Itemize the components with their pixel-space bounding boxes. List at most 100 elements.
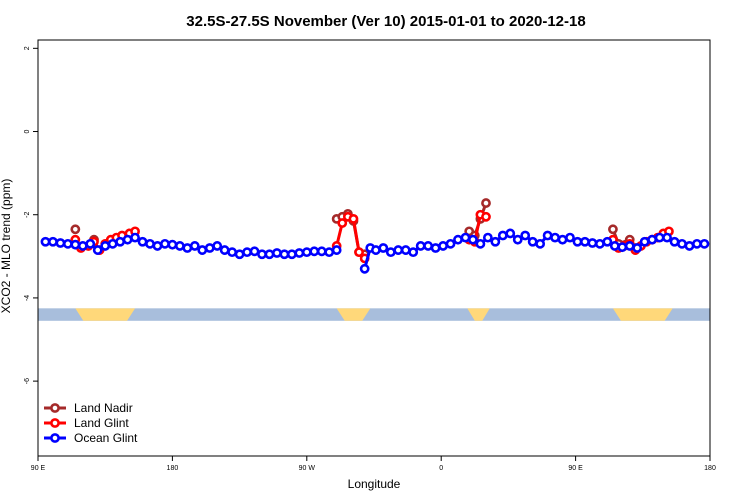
series-ocean-glint bbox=[40, 228, 710, 274]
legend-label: Land Glint bbox=[74, 416, 129, 430]
data-point bbox=[115, 236, 126, 247]
data-point bbox=[62, 238, 73, 249]
data-point bbox=[324, 247, 335, 258]
data-point bbox=[354, 247, 364, 258]
data-point bbox=[331, 245, 342, 255]
data-point bbox=[669, 236, 680, 247]
data-point bbox=[490, 236, 501, 247]
data-point bbox=[609, 241, 620, 251]
data-point bbox=[550, 232, 560, 243]
data-point bbox=[70, 224, 81, 235]
data-point bbox=[677, 238, 687, 249]
data-point bbox=[70, 239, 81, 250]
data-point bbox=[542, 230, 553, 241]
chart-title: 32.5S-27.5S November (Ver 10) 2015-01-01… bbox=[186, 13, 585, 30]
data-point bbox=[602, 236, 613, 247]
legend-item-land-nadir: Land Nadir bbox=[44, 401, 133, 415]
data-point bbox=[594, 238, 605, 249]
data-point bbox=[92, 245, 103, 255]
data-point bbox=[40, 236, 51, 247]
data-point bbox=[423, 241, 434, 251]
y-tick-label: -6 bbox=[24, 378, 31, 384]
data-point bbox=[535, 238, 546, 249]
x-axis-label: Longitude bbox=[348, 477, 401, 491]
series-land-glint bbox=[70, 209, 674, 264]
data-point bbox=[301, 247, 312, 258]
data-point bbox=[557, 234, 568, 245]
land-segment-1 bbox=[336, 308, 371, 321]
data-point bbox=[684, 241, 695, 251]
x-tick-label: 180 bbox=[167, 465, 179, 472]
data-point bbox=[48, 236, 58, 247]
legend-marker bbox=[50, 403, 60, 413]
data-point bbox=[107, 238, 118, 249]
data-point bbox=[174, 241, 185, 251]
land-ocean-band bbox=[38, 308, 710, 321]
data-point bbox=[580, 236, 590, 247]
data-point bbox=[130, 232, 140, 243]
land-segment-2 bbox=[467, 308, 490, 321]
data-point bbox=[438, 241, 448, 251]
land-segment-3 bbox=[612, 308, 673, 321]
data-point bbox=[408, 247, 419, 258]
data-point bbox=[100, 241, 111, 251]
data-point bbox=[468, 234, 478, 245]
data-point bbox=[182, 243, 193, 253]
ocean-band bbox=[38, 308, 710, 321]
data-point bbox=[370, 245, 381, 255]
y-tick-label: -4 bbox=[24, 295, 31, 301]
x-axis-ticks: 90 E 180 90 W 0 90 E 180 bbox=[31, 456, 716, 472]
data-point bbox=[286, 249, 297, 260]
data-point bbox=[520, 230, 531, 241]
data-point bbox=[272, 248, 282, 258]
data-point bbox=[481, 211, 491, 222]
legend-item-ocean-glint: Ocean Glint bbox=[44, 431, 138, 445]
data-point bbox=[512, 234, 523, 245]
data-point bbox=[572, 236, 583, 247]
y-tick-label: 0 bbox=[24, 129, 31, 133]
data-point bbox=[505, 228, 516, 239]
data-point bbox=[264, 249, 275, 260]
legend-item-land-glint: Land Glint bbox=[44, 416, 129, 430]
data-point bbox=[647, 234, 658, 245]
data-point bbox=[152, 241, 163, 251]
x-tick-label: 90 E bbox=[568, 465, 583, 472]
data-point bbox=[249, 246, 260, 257]
data-point bbox=[197, 245, 208, 255]
x-tick-label: 90 W bbox=[299, 465, 316, 472]
data-point bbox=[55, 238, 66, 248]
x-tick-label: 180 bbox=[704, 465, 716, 472]
data-point bbox=[279, 249, 290, 260]
legend-label: Ocean Glint bbox=[74, 431, 138, 445]
land-segment-0 bbox=[75, 308, 136, 321]
data-point bbox=[242, 247, 252, 258]
data-point bbox=[227, 247, 238, 258]
data-point bbox=[359, 263, 370, 274]
data-point bbox=[497, 230, 508, 241]
data-point bbox=[482, 232, 493, 243]
data-point bbox=[400, 245, 411, 255]
data-point bbox=[189, 241, 200, 251]
data-point bbox=[587, 238, 598, 248]
data-point bbox=[699, 238, 710, 249]
data-point bbox=[348, 213, 359, 224]
data-point bbox=[662, 232, 672, 243]
data-point bbox=[234, 249, 245, 260]
plot-frame bbox=[37, 39, 711, 457]
y-axis-label: XCO2 - MLO trend (ppm) bbox=[0, 179, 13, 314]
data-point bbox=[475, 238, 486, 249]
data-point bbox=[430, 243, 441, 253]
y-axis-ticks: 2 0 -2 -4 -6 bbox=[24, 46, 38, 384]
data-point bbox=[145, 238, 155, 249]
data-point bbox=[167, 239, 178, 250]
data-point bbox=[445, 238, 456, 249]
y-tick-label: -2 bbox=[24, 212, 31, 218]
legend-marker bbox=[50, 433, 60, 443]
data-point bbox=[415, 241, 426, 251]
data-point bbox=[212, 241, 223, 251]
data-point bbox=[219, 245, 230, 255]
data-point bbox=[85, 238, 96, 249]
data-point bbox=[385, 247, 396, 258]
